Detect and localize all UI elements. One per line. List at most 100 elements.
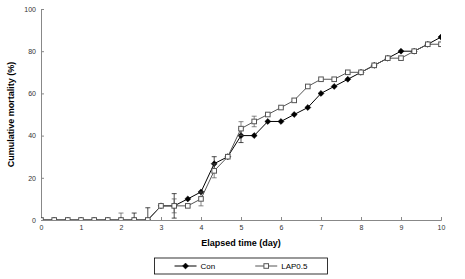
marker: [306, 84, 311, 89]
marker: [52, 218, 57, 220]
marker: [265, 118, 271, 124]
marker: [118, 217, 124, 220]
marker: [346, 70, 351, 75]
tick: 0: [32, 217, 44, 224]
marker: [372, 63, 377, 68]
legend-item: Con: [175, 262, 216, 271]
tick-label: 40: [28, 132, 36, 139]
marker: [225, 154, 231, 160]
marker: [426, 42, 431, 47]
marker: [412, 49, 417, 54]
marker: [41, 217, 44, 220]
tick-mark: [401, 217, 402, 220]
axis-line: [42, 10, 45, 221]
tick: 1: [80, 217, 84, 231]
tick: 60: [28, 90, 44, 97]
marker: [278, 118, 284, 124]
marker: [226, 154, 231, 159]
tick-label: 4: [200, 224, 204, 231]
marker: [171, 203, 177, 209]
marker: [291, 112, 297, 118]
tick: 100: [24, 6, 44, 13]
marker: [66, 218, 71, 220]
marker: [332, 77, 337, 82]
tick-label: 1: [80, 224, 84, 231]
tick: 3: [160, 217, 164, 231]
tick-label: 100: [24, 6, 36, 13]
marker: [439, 42, 441, 47]
marker: [292, 98, 297, 103]
tick-label: 0: [40, 224, 44, 231]
tick-mark: [41, 178, 44, 179]
tick: 9: [400, 217, 404, 231]
marker: [331, 83, 337, 89]
tick-label: 5: [240, 224, 244, 231]
error-bar: [172, 194, 177, 218]
marker: [425, 41, 431, 47]
marker: [79, 218, 84, 220]
tick-label: 2: [120, 224, 124, 231]
tick-mark: [161, 217, 162, 220]
marker: [345, 76, 351, 82]
tick: 6: [280, 217, 284, 231]
tick: 10: [438, 217, 446, 231]
marker: [51, 217, 57, 220]
legend: Con LAP0.5: [155, 258, 328, 274]
marker: [131, 217, 137, 220]
marker: [252, 119, 257, 124]
tick-mark: [361, 217, 362, 220]
tick-mark: [41, 9, 44, 10]
marker: [358, 69, 364, 75]
marker: [411, 48, 417, 54]
marker: [266, 112, 271, 117]
y-axis-title: Cumulative mortality (%): [6, 62, 16, 168]
tick-mark: [241, 217, 242, 220]
marker: [305, 105, 311, 111]
marker: [91, 217, 97, 220]
legend-marker: [264, 264, 269, 269]
marker: [386, 56, 391, 61]
tick-mark: [321, 217, 322, 220]
line: [41, 44, 441, 220]
tick-label: 7: [320, 224, 324, 231]
legend-label: LAP0.5: [281, 262, 308, 271]
error-bar: [252, 116, 257, 127]
x-axis-title: Elapsed time (day): [201, 238, 281, 248]
legend-item: LAP0.5: [255, 262, 308, 271]
error-bar: [172, 199, 177, 213]
marker: [92, 218, 97, 220]
marker: [399, 56, 404, 61]
legend-box: [155, 258, 328, 274]
error-bar: [145, 208, 150, 220]
tick: 4: [200, 217, 204, 231]
marker: [318, 90, 324, 96]
series: [41, 34, 441, 220]
marker: [398, 48, 404, 54]
marker: [212, 169, 217, 174]
marker: [359, 70, 364, 75]
marker: [41, 218, 43, 220]
marker: [106, 218, 111, 220]
y-axis: 020406080100: [24, 6, 44, 224]
marker: [279, 105, 284, 110]
marker: [438, 34, 441, 40]
marker: [146, 218, 151, 220]
marker: [158, 203, 164, 209]
marker: [65, 217, 71, 220]
marker: [119, 218, 124, 220]
tick-label: 9: [400, 224, 404, 231]
marker: [199, 197, 204, 202]
marker: [132, 218, 137, 220]
x-axis: 012345678910: [40, 217, 446, 231]
tick-label: 6: [280, 224, 284, 231]
legend-marker: [183, 263, 189, 269]
tick-label: 20: [28, 175, 36, 182]
tick-label: 3: [160, 224, 164, 231]
marker: [185, 196, 191, 202]
marker: [371, 62, 377, 68]
legend-label: Con: [201, 262, 216, 271]
marker: [78, 217, 84, 220]
error-bar: [119, 213, 124, 220]
tick: 20: [28, 175, 44, 182]
marker: [172, 204, 177, 209]
